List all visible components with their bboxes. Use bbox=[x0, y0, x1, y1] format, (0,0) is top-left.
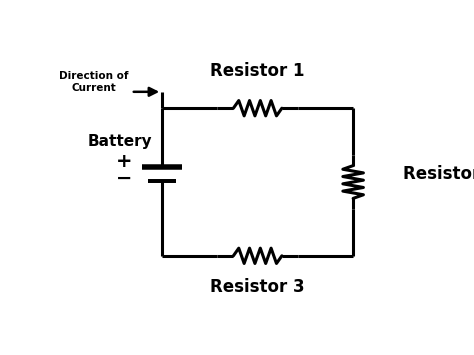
Text: Direction of
Current: Direction of Current bbox=[59, 71, 129, 93]
Text: Resistor 1: Resistor 1 bbox=[210, 62, 305, 80]
Text: Resistor 2: Resistor 2 bbox=[403, 165, 474, 183]
Text: −: − bbox=[116, 168, 133, 187]
Text: Resistor 3: Resistor 3 bbox=[210, 278, 305, 296]
Text: Battery: Battery bbox=[88, 133, 152, 148]
Text: +: + bbox=[116, 152, 133, 171]
